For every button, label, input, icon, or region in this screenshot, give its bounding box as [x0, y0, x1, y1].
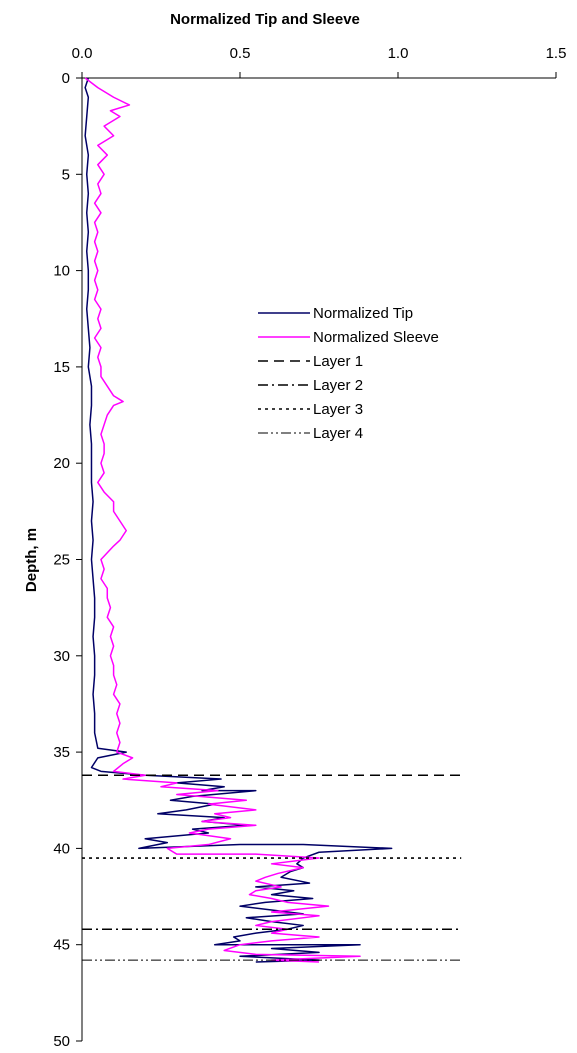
x-tick-label: 0.0: [72, 45, 93, 62]
legend-label-layer-1: Layer 1: [313, 353, 363, 370]
y-tick-label: 35: [53, 744, 70, 761]
chart-title: Normalized Tip and Sleeve: [170, 11, 360, 28]
legend-label-layer-4: Layer 4: [313, 425, 363, 442]
series-line-normalized-sleeve: [84, 77, 361, 963]
axes: 0.0 0.5 1.0 1.5 0 5 10 15 20 25 30 35 40 45 50: [53, 45, 566, 1050]
x-tick-label: 1.5: [546, 45, 567, 62]
legend: Normalized Tip Normalized Sleeve Layer 1 La…: [258, 305, 439, 442]
y-tick-label: 0: [62, 70, 70, 87]
series-layer: [82, 77, 462, 963]
y-tick-label: 50: [53, 1033, 70, 1050]
x-tick-label: 0.5: [230, 45, 251, 62]
y-tick-label: 45: [53, 937, 70, 954]
series-line-normalized-tip: [84, 77, 393, 963]
y-tick-label: 40: [53, 840, 70, 857]
legend-label-normalized-tip: Normalized Tip: [313, 305, 413, 322]
legend-label-layer-3: Layer 3: [313, 401, 363, 418]
y-tick-label: 30: [53, 648, 70, 665]
legend-label-layer-2: Layer 2: [313, 377, 363, 394]
legend-label-normalized-sleeve: Normalized Sleeve: [313, 329, 439, 346]
y-tick-label: 25: [53, 552, 70, 569]
y-tick-label: 10: [53, 263, 70, 280]
y-tick-label: 20: [53, 455, 70, 472]
y-tick-label: 15: [53, 359, 70, 376]
y-tick-label: 5: [62, 166, 70, 183]
x-tick-label: 1.0: [388, 45, 409, 62]
y-axis-label: Depth, m: [23, 528, 40, 592]
